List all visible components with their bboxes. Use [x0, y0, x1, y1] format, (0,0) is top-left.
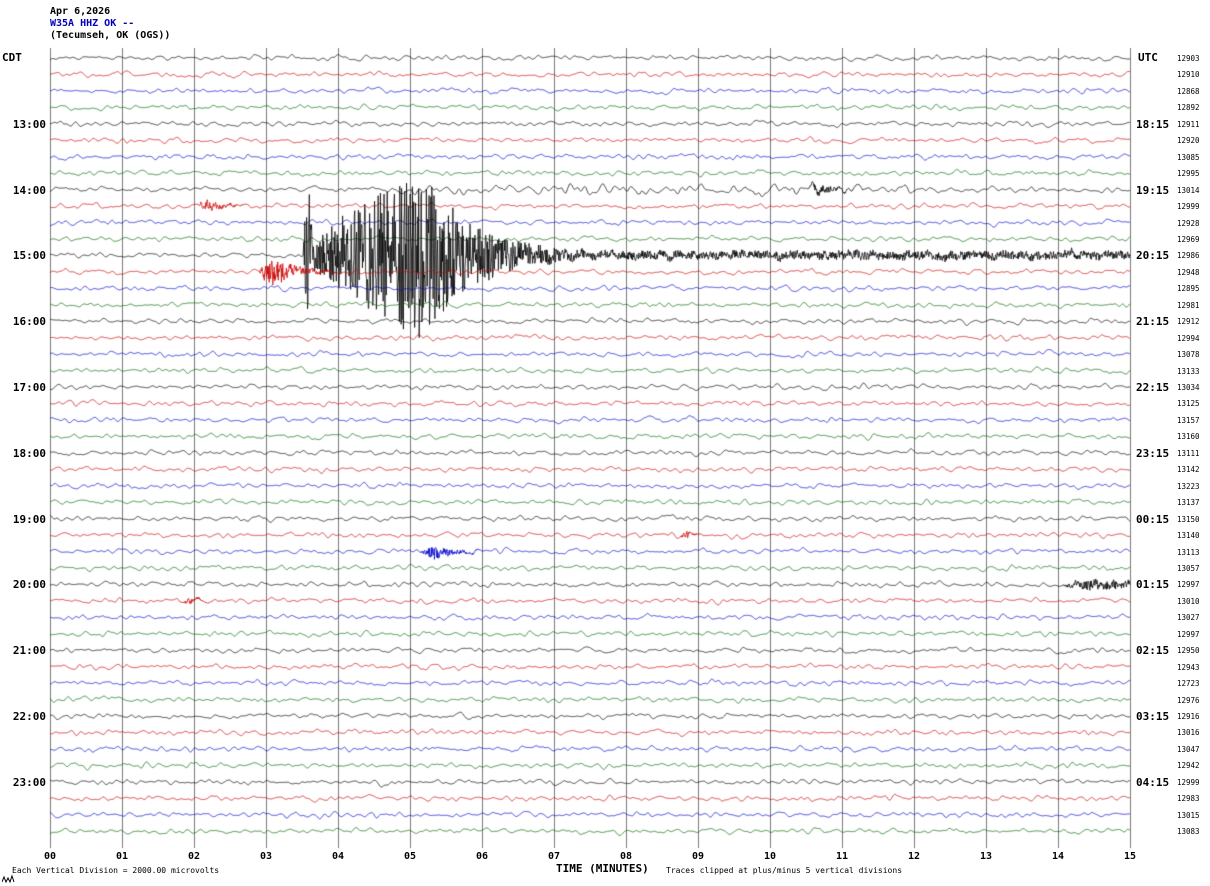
row-value: 13133	[1177, 366, 1200, 376]
right-timezone-label: UTC	[1138, 51, 1158, 64]
row-value: 13142	[1177, 465, 1200, 475]
clip-note: Traces clipped at plus/minus 5 vertical …	[666, 866, 903, 875]
row-value: 13057	[1177, 563, 1200, 573]
row-value: 12999	[1177, 202, 1200, 212]
left-hour-label: 23:00	[12, 775, 46, 789]
right-utc-label: 03:15	[1136, 710, 1170, 723]
row-value: 12942	[1177, 761, 1200, 771]
x-tick-label: 12	[907, 851, 921, 862]
row-value: 12986	[1177, 251, 1200, 261]
row-value: 13150	[1177, 514, 1200, 524]
x-tick-label: 05	[403, 851, 417, 862]
row-value: 12997	[1177, 629, 1200, 639]
header: Apr 6,2026 W35A HHZ OK -- (Tecumseh, OK …	[50, 6, 170, 42]
left-hour-label: 13:00	[12, 117, 46, 131]
row-value: 12969	[1177, 234, 1200, 244]
row-value: 12920	[1177, 136, 1200, 146]
row-value: 12916	[1177, 712, 1200, 721]
x-tick-label: 03	[259, 851, 273, 862]
row-value: 12999	[1177, 777, 1200, 787]
row-value: 13010	[1177, 596, 1200, 606]
right-utc-label: 18:15	[1136, 117, 1170, 131]
x-tick-label: 13	[979, 851, 993, 862]
right-utc-label: 01:15	[1136, 578, 1170, 592]
row-value: 12950	[1177, 646, 1200, 656]
row-value: 12997	[1177, 580, 1200, 590]
row-value: 12912	[1177, 317, 1200, 327]
left-hour-label: 21:00	[12, 644, 46, 658]
x-tick-label: 00	[43, 851, 57, 862]
row-value: 13014	[1177, 185, 1200, 195]
row-value: 13034	[1177, 383, 1200, 392]
row-value: 12903	[1177, 54, 1200, 63]
row-value: 13160	[1177, 432, 1200, 442]
row-value: 13125	[1177, 399, 1200, 409]
corner-squiggle-icon	[2, 874, 15, 884]
row-value: 12981	[1177, 300, 1200, 310]
row-value: 12895	[1177, 284, 1200, 294]
x-tick-label: 04	[331, 851, 345, 862]
row-value: 13027	[1177, 613, 1200, 623]
x-tick-label: 01	[115, 851, 129, 862]
right-utc-label: 21:15	[1136, 315, 1170, 329]
x-tick-label: 09	[691, 851, 705, 862]
right-utc-label: 02:15	[1136, 644, 1170, 658]
left-hour-label: 19:00	[12, 512, 46, 526]
row-value: 12868	[1177, 86, 1200, 96]
x-tick-label: 10	[763, 851, 777, 862]
right-utc-label: 22:15	[1136, 381, 1170, 394]
right-utc-label: 04:15	[1136, 775, 1170, 789]
left-hour-label: 20:00	[12, 578, 46, 592]
x-tick-label: 15	[1123, 851, 1137, 862]
row-value: 12928	[1177, 218, 1200, 228]
header-location: (Tecumseh, OK (OGS))	[50, 30, 171, 41]
left-hour-label: 14:00	[12, 183, 46, 197]
row-value: 13113	[1177, 547, 1200, 557]
right-utc-label: 19:15	[1136, 183, 1170, 197]
left-hour-label: 16:00	[12, 315, 46, 329]
left-hour-label: 22:00	[12, 710, 46, 723]
x-tick-label: 11	[835, 851, 849, 862]
left-hour-label: 18:00	[12, 446, 46, 460]
row-value: 13016	[1177, 728, 1200, 738]
row-value: 13083	[1177, 827, 1200, 837]
right-utc-label: 00:15	[1136, 512, 1170, 526]
row-value: 13140	[1177, 531, 1200, 541]
header-date: Apr 6,2026	[50, 6, 111, 17]
x-tick-label: 07	[547, 851, 561, 862]
left-timezone-label: CDT	[2, 51, 22, 64]
row-value: 13085	[1177, 152, 1200, 162]
x-tick-label: 06	[475, 851, 489, 862]
row-value: 12983	[1177, 794, 1200, 804]
x-tick-label: 14	[1051, 851, 1065, 862]
row-value: 12943	[1177, 662, 1200, 672]
row-value: 12948	[1177, 267, 1200, 277]
row-value: 12995	[1177, 169, 1200, 179]
row-value: 12911	[1177, 119, 1200, 129]
row-value: 13111	[1177, 448, 1200, 458]
row-value: 12723	[1177, 679, 1200, 689]
left-hour-label: 17:00	[12, 381, 46, 394]
x-tick-label: 08	[619, 851, 633, 862]
row-value: 12892	[1177, 103, 1200, 113]
left-hour-label: 15:00	[12, 249, 46, 263]
right-utc-label: 23:15	[1136, 446, 1170, 460]
row-value: 12910	[1177, 70, 1200, 80]
x-axis-title: TIME (MINUTES)	[556, 862, 649, 875]
right-utc-label: 20:15	[1136, 249, 1170, 263]
row-value: 13137	[1177, 498, 1200, 508]
row-value: 13223	[1177, 481, 1200, 491]
scale-note: Each Vertical Division = 2000.00 microvo…	[12, 866, 220, 875]
row-value: 13047	[1177, 744, 1200, 754]
row-value: 13078	[1177, 350, 1200, 360]
row-value: 13157	[1177, 415, 1200, 425]
x-tick-label: 02	[187, 851, 201, 862]
row-value: 13015	[1177, 810, 1200, 820]
row-value: 12994	[1177, 333, 1200, 343]
row-value: 12976	[1177, 695, 1200, 705]
header-station: W35A HHZ OK --	[50, 18, 135, 29]
